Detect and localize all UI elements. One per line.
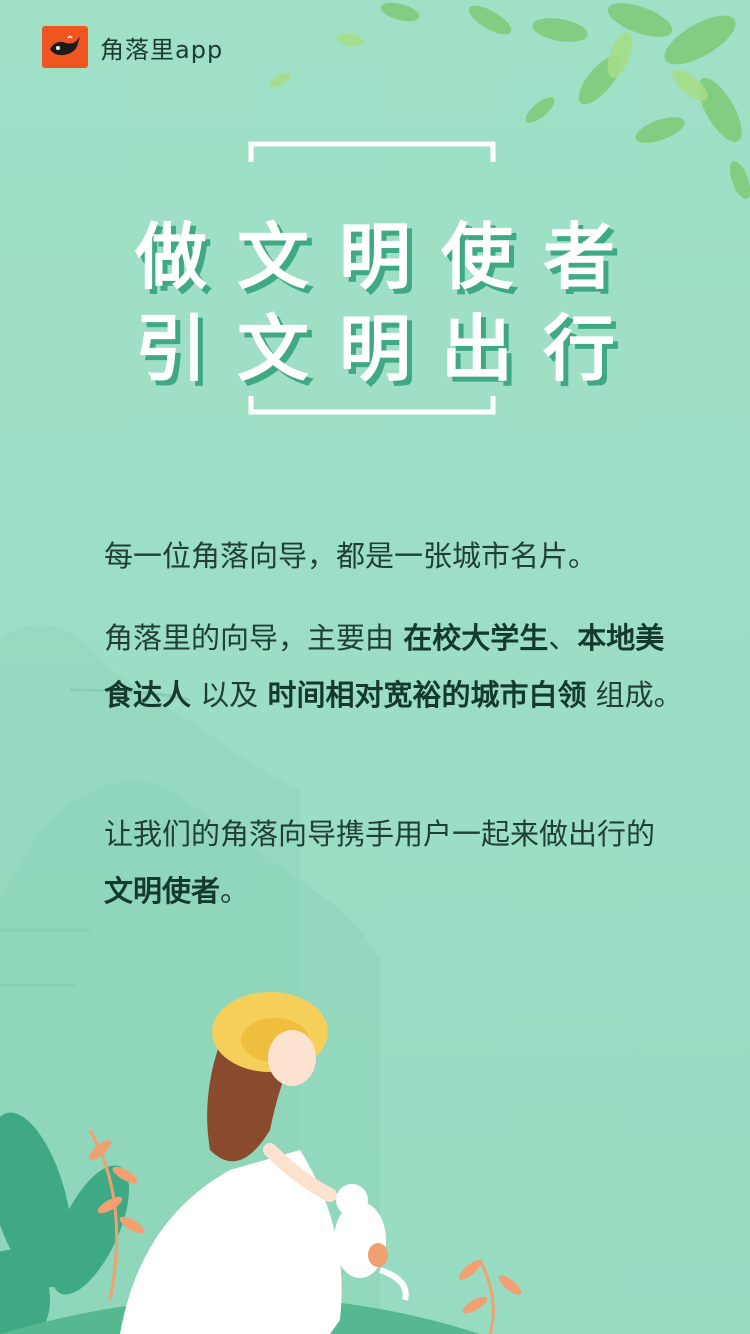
- whale-icon: [42, 26, 88, 68]
- paragraph-2-text-1: 角落里的向导，主要由: [104, 621, 404, 655]
- paragraph-2-text-2: 、: [548, 621, 578, 655]
- highlight-students: 在校大学生: [403, 621, 549, 655]
- paragraph-2: 角落里的向导，主要由 在校大学生、本地美食达人 以及 时间相对宽裕的城市白领 组…: [104, 610, 684, 724]
- paragraph-3-text-2: 。: [220, 874, 250, 908]
- paragraph-1: 每一位角落向导，都是一张城市名片。: [104, 528, 684, 585]
- brand-name: 角落里app: [100, 35, 224, 64]
- title-line-2: 引文明出行: [134, 307, 645, 391]
- highlight-foodies: 本地美食达人: [104, 621, 665, 712]
- paragraph-1-text: 每一位角落向导，都是一张城市名片。: [104, 539, 598, 573]
- paragraph-3: 让我们的角落向导携手用户一起来做出行的文明使者。: [104, 806, 684, 920]
- paragraph-2-text-4: 组成。: [586, 678, 683, 712]
- title-line-1: 做文明使者: [134, 215, 645, 299]
- brand[interactable]: 角落里app: [42, 26, 223, 68]
- paragraph-3-text-1: 让我们的角落向导携手用户一起来做出行的: [104, 817, 656, 851]
- paragraph-2-text-3: 以及: [191, 678, 268, 712]
- highlight-civilized-envoy: 文明使者: [104, 874, 221, 908]
- highlight-white-collar: 时间相对宽裕的城市白领: [267, 678, 587, 712]
